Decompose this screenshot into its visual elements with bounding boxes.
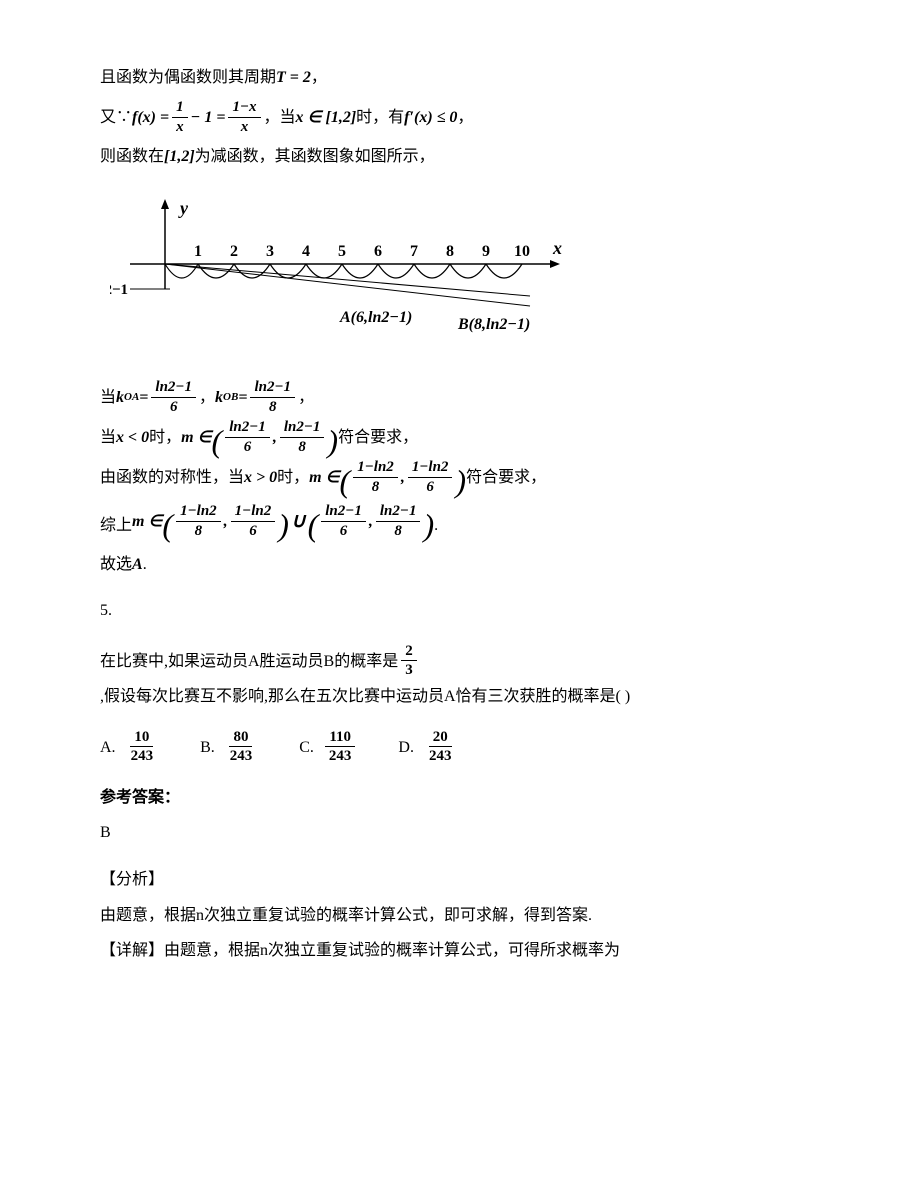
text: ，: [298, 380, 314, 415]
text-line-8: 故选 A .: [100, 547, 820, 582]
point-a-label: A(6,ln2−1): [339, 309, 412, 326]
fraction: ln2−16: [225, 419, 270, 455]
text: ，: [311, 60, 327, 95]
function-graph: y x 1 2 3 4 5 6 7 8 9 10 ln2−1 A(6,ln2−1…: [110, 194, 820, 354]
text: 为减函数，其函数图象如图所示，: [195, 139, 435, 174]
analysis-body: 由题意，根据n次独立重复试验的概率计算公式，即可求解，得到答案.: [100, 898, 820, 933]
fraction: 10243: [127, 729, 158, 765]
answer-value: B: [100, 815, 820, 850]
y-axis-label: y: [178, 198, 189, 218]
tick-4: 4: [302, 243, 310, 260]
math-derivative: f′(x) ≤ 0: [404, 100, 457, 135]
graph-svg: y x 1 2 3 4 5 6 7 8 9 10 ln2−1 A(6,ln2−1…: [110, 194, 570, 354]
text-line-4: 当 kOA = ln2−16 ， kOB = ln2−18 ，: [100, 379, 820, 415]
math-fx: f(x) = 1x − 1 = 1−xx: [132, 99, 264, 135]
text: 当: [100, 380, 116, 415]
fraction: 1−ln26: [231, 503, 276, 539]
tick-2: 2: [230, 243, 238, 260]
math-cond: x < 0: [116, 420, 149, 455]
tick-9: 9: [482, 243, 490, 260]
fraction: ln2−18: [250, 379, 295, 415]
text-line-2: 又∵ f(x) = 1x − 1 = 1−xx ，当 x ∈ [1,2] 时，有…: [100, 99, 820, 135]
text: 综上: [100, 508, 132, 543]
tick-1: 1: [194, 243, 202, 260]
text: 由函数的对称性，当: [100, 460, 244, 495]
tick-3: 3: [266, 243, 274, 260]
math-cond: x > 0: [244, 460, 277, 495]
point-b-label: B(8,ln2−1): [457, 316, 530, 333]
text: .: [143, 547, 147, 582]
fraction: 1−ln26: [408, 459, 453, 495]
fraction: 80243: [226, 729, 257, 765]
text: 又∵: [100, 100, 132, 135]
text: ，当: [264, 100, 296, 135]
option-d: D. 20243: [398, 729, 458, 765]
math-interval: m ∈ ( ln2−16 , ln2−18 ): [181, 419, 338, 455]
analysis-tag: 【分析】: [100, 862, 820, 897]
text-line-1: 且函数为偶函数则其周期 T = 2 ，: [100, 60, 820, 95]
tick-6: 6: [374, 243, 382, 260]
option-b: B. 80243: [200, 729, 259, 765]
text: 时，: [277, 460, 309, 495]
answer-letter: A: [132, 547, 143, 582]
option-label: C.: [299, 730, 314, 765]
option-c: C. 110243: [299, 729, 358, 765]
math-period: T = 2: [276, 60, 311, 95]
text: 时，: [149, 420, 181, 455]
text: 当: [100, 420, 116, 455]
text-line-6: 由函数的对称性，当 x > 0 时， m ∈ ( 1−ln28 , 1−ln26…: [100, 459, 820, 495]
option-a: A. 10243: [100, 729, 160, 765]
q5-number: 5.: [100, 593, 820, 628]
text: 时，有: [356, 100, 404, 135]
detail-body: 【详解】由题意，根据n次独立重复试验的概率计算公式，可得所求概率为: [100, 933, 820, 968]
fraction: ln2−16: [321, 503, 366, 539]
math-interval: m ∈ ( 1−ln28 , 1−ln26 ): [309, 459, 466, 495]
tick-8: 8: [446, 243, 454, 260]
fraction: ln2−16: [151, 379, 196, 415]
text: 且函数为偶函数则其周期: [100, 60, 276, 95]
text: 符合要求，: [466, 460, 546, 495]
option-label: A.: [100, 730, 116, 765]
ln-label: ln2−1: [110, 282, 128, 298]
math-union: m ∈ ( 1−ln28 , 1−ln26 ) ∪ ( ln2−16 , ln2…: [132, 499, 434, 543]
text-line-5: 当 x < 0 时， m ∈ ( ln2−16 , ln2−18 ) 符合要求，: [100, 419, 820, 455]
answer-heading: 参考答案：: [100, 780, 820, 815]
fraction: 1x: [172, 99, 188, 135]
text-line-3: 则函数在 [1,2] 为减函数，其函数图象如图所示，: [100, 139, 820, 174]
option-label: B.: [200, 730, 215, 765]
q5-options: A. 10243 B. 80243 C. 110243 D. 20243: [100, 729, 820, 765]
text: 则函数在: [100, 139, 164, 174]
q5-body: 在比赛中,如果运动员A胜运动员B的概率是 23 ,假设每次比赛互不影响,那么在五…: [100, 643, 820, 714]
math-kob: kOB = ln2−18: [215, 379, 298, 415]
tick-5: 5: [338, 243, 346, 260]
text-line-7: 综上 m ∈ ( 1−ln28 , 1−ln26 ) ∪ ( ln2−16 , …: [100, 499, 820, 543]
text: 符合要求，: [338, 420, 418, 455]
fraction: 110243: [325, 729, 356, 765]
fraction: ln2−18: [280, 419, 325, 455]
text: ，: [199, 380, 215, 415]
text: 在比赛中,如果运动员A胜运动员B的概率是: [100, 644, 398, 679]
fraction-prob: 23: [401, 643, 417, 679]
text: 故选: [100, 547, 132, 582]
text: ，: [457, 100, 473, 135]
tick-10: 10: [514, 243, 530, 260]
x-axis-label: x: [552, 238, 562, 258]
fraction: 1−xx: [228, 99, 260, 135]
option-label: D.: [398, 730, 414, 765]
fraction: 20243: [425, 729, 456, 765]
math-interval: [1,2]: [164, 139, 195, 174]
text: .: [434, 508, 438, 543]
text: ,假设每次比赛互不影响,那么在五次比赛中运动员A恰有三次获胜的概率是( ): [100, 679, 630, 714]
fraction: 1−ln28: [353, 459, 398, 495]
tick-7: 7: [410, 243, 418, 260]
fraction: ln2−18: [376, 503, 421, 539]
math-koa: kOA = ln2−16: [116, 379, 199, 415]
math-domain: x ∈ [1,2]: [296, 100, 357, 135]
fraction: 1−ln28: [176, 503, 221, 539]
